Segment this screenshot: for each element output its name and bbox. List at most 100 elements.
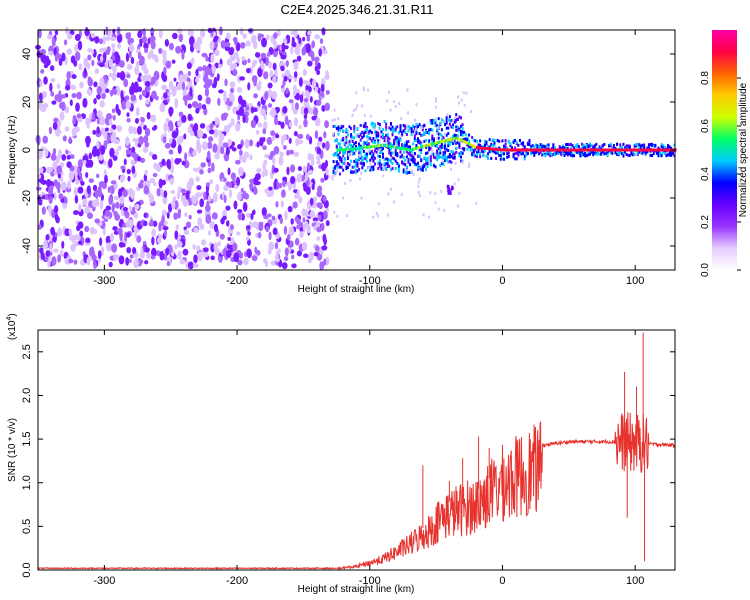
noise-cell	[288, 75, 293, 80]
signal-cell	[372, 152, 375, 156]
noise-cell	[119, 196, 125, 204]
noise-cell	[100, 145, 106, 156]
noise-cell	[302, 217, 306, 223]
signal-cell	[444, 158, 447, 162]
signal-cell	[364, 141, 367, 145]
noise-cell	[176, 212, 181, 219]
signal-cell	[522, 141, 525, 145]
tone-cell	[426, 143, 429, 147]
signal-cell	[538, 152, 541, 156]
tone-cell	[605, 148, 608, 152]
noise-cell	[87, 77, 94, 87]
signal-cell	[633, 153, 636, 157]
noise-cell	[206, 125, 211, 132]
noise-cell	[320, 177, 325, 183]
signal-cell	[582, 143, 585, 147]
signal-cell	[418, 139, 421, 143]
tone-cell	[380, 144, 382, 148]
signal-cell	[391, 130, 394, 134]
noise-cell	[303, 253, 309, 258]
signal-cell	[657, 146, 660, 150]
tone-cell	[564, 148, 567, 152]
tone-cell	[613, 148, 616, 152]
signal-cell	[444, 155, 447, 159]
tone-cell	[491, 147, 494, 151]
signal-cell	[585, 143, 588, 147]
signal-cell	[601, 144, 604, 148]
signal-cell	[428, 145, 431, 149]
signal-cell	[409, 145, 412, 149]
noise-cell	[89, 159, 93, 168]
signal-cell	[504, 139, 507, 143]
tone-cell	[355, 147, 357, 151]
signal-cell	[475, 151, 478, 155]
signal-cell	[467, 145, 470, 149]
noise-cell	[140, 247, 144, 258]
noise-cell	[94, 36, 100, 44]
tone-cell	[539, 148, 542, 152]
signal-cell	[346, 166, 349, 170]
noise-cell	[188, 214, 192, 220]
noise-cell	[52, 236, 57, 243]
spur-cell	[448, 187, 451, 191]
tone-cell	[420, 145, 422, 149]
signal-cell	[474, 148, 477, 152]
tone-cell	[450, 137, 453, 141]
signal-cell	[353, 124, 356, 128]
tone-cell	[583, 148, 586, 152]
signal-cell	[617, 152, 620, 156]
signal-cell	[512, 140, 515, 144]
tone-cell	[656, 148, 659, 152]
signal-cell	[437, 152, 440, 156]
signal-cell	[525, 152, 528, 156]
noise-cell	[166, 261, 170, 267]
signal-cell	[355, 91, 358, 95]
signal-cell	[662, 144, 665, 148]
noise-cell	[117, 145, 122, 151]
noise-cell	[77, 159, 83, 169]
signal-cell	[374, 149, 377, 153]
noise-cell	[158, 29, 163, 39]
tone-cell	[364, 145, 367, 149]
tone-cell	[384, 143, 386, 147]
signal-cell	[333, 173, 336, 177]
noise-cell	[288, 226, 295, 237]
signal-cell	[332, 132, 335, 136]
signal-cell	[447, 149, 450, 153]
noise-cell	[98, 181, 105, 188]
tone-cell	[452, 137, 454, 141]
noise-cell	[290, 175, 296, 185]
noise-cell	[65, 26, 70, 35]
signal-cell	[334, 139, 337, 143]
tone-cell	[365, 145, 368, 149]
noise-cell	[225, 146, 230, 156]
spectrogram-y-tick-label: -40	[21, 238, 33, 254]
signal-cell	[628, 153, 631, 157]
noise-cell	[168, 42, 174, 51]
noise-cell	[152, 220, 158, 227]
noise-cell	[205, 55, 209, 62]
tone-cell	[657, 148, 660, 152]
noise-cell	[237, 209, 243, 214]
snr-background	[38, 330, 675, 570]
signal-cell	[574, 144, 577, 148]
signal-cell	[347, 130, 350, 134]
noise-cell	[223, 184, 229, 192]
signal-cell	[550, 153, 553, 157]
noise-cell	[177, 121, 182, 127]
signal-cell	[582, 150, 585, 154]
signal-cell	[351, 165, 354, 169]
signal-cell	[673, 143, 676, 147]
noise-cell	[290, 164, 296, 173]
noise-cell	[158, 178, 163, 189]
tone-cell	[414, 147, 417, 151]
noise-cell	[316, 147, 322, 156]
noise-cell	[305, 186, 311, 196]
signal-cell	[435, 131, 438, 135]
noise-cell	[258, 221, 264, 232]
signal-cell	[404, 170, 407, 174]
snr-x-tick-label: 100	[626, 575, 644, 587]
noise-cell	[318, 214, 322, 221]
signal-cell	[461, 126, 464, 130]
noise-cell	[156, 237, 162, 245]
